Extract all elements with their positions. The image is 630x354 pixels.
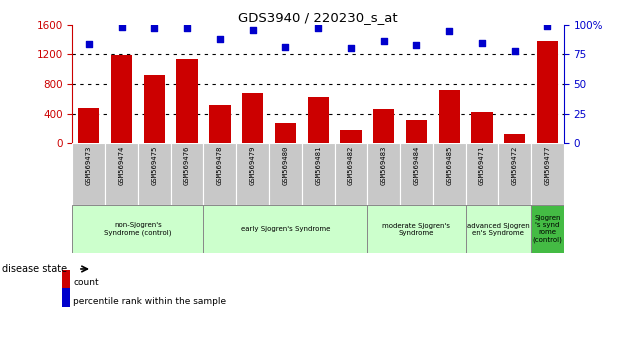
Point [182, 25, 192, 31]
Text: GSM569473: GSM569473 [86, 145, 92, 184]
Bar [138, 143, 171, 205]
Bar [537, 41, 558, 143]
Point [411, 42, 421, 48]
Bar [62, 269, 70, 288]
Bar [367, 205, 466, 253]
Bar [400, 143, 433, 205]
Bar [302, 143, 335, 205]
Bar [209, 105, 231, 143]
Bar [406, 120, 427, 143]
Bar [471, 112, 493, 143]
Text: GSM569472: GSM569472 [512, 145, 518, 184]
Bar [72, 205, 203, 253]
Text: early Sjogren's Syndrome: early Sjogren's Syndrome [241, 226, 330, 232]
Point [280, 45, 290, 50]
Bar [269, 143, 302, 205]
Point [313, 25, 323, 31]
Bar [531, 205, 564, 253]
Bar [171, 143, 203, 205]
Text: count: count [73, 278, 99, 287]
Bar [105, 143, 138, 205]
Bar [498, 143, 531, 205]
Point [346, 46, 356, 51]
Point [542, 23, 553, 29]
Bar [236, 143, 269, 205]
Bar [72, 143, 105, 205]
Bar [466, 143, 498, 205]
Point [379, 39, 389, 44]
Bar [111, 55, 132, 143]
Bar [438, 90, 460, 143]
Text: GSM569475: GSM569475 [151, 145, 158, 184]
Text: GSM569471: GSM569471 [479, 145, 485, 184]
Bar [373, 109, 394, 143]
Text: GSM569474: GSM569474 [118, 145, 125, 184]
Text: GSM569483: GSM569483 [381, 145, 387, 184]
Text: GSM569481: GSM569481 [315, 145, 321, 184]
Text: GSM569477: GSM569477 [544, 145, 551, 184]
Bar [242, 93, 263, 143]
Bar [203, 143, 236, 205]
Text: GSM569482: GSM569482 [348, 145, 354, 184]
Text: moderate Sjogren's
Syndrome: moderate Sjogren's Syndrome [382, 223, 450, 236]
Point [248, 27, 258, 32]
Text: non-Sjogren's
Syndrome (control): non-Sjogren's Syndrome (control) [104, 222, 172, 236]
Text: Sjogren
's synd
rome
(control): Sjogren 's synd rome (control) [532, 216, 563, 243]
Point [117, 24, 127, 30]
Point [444, 28, 454, 34]
Text: percentile rank within the sample: percentile rank within the sample [73, 297, 226, 306]
Text: GSM569485: GSM569485 [446, 145, 452, 184]
Text: disease state: disease state [2, 264, 67, 274]
Bar [433, 143, 466, 205]
Bar [340, 130, 362, 143]
Bar [335, 143, 367, 205]
Text: advanced Sjogren
en's Syndrome: advanced Sjogren en's Syndrome [467, 223, 530, 236]
Bar [307, 97, 329, 143]
Bar [176, 59, 198, 143]
Title: GDS3940 / 220230_s_at: GDS3940 / 220230_s_at [238, 11, 398, 24]
Point [477, 40, 487, 45]
Bar [203, 205, 367, 253]
Bar [367, 143, 400, 205]
Point [84, 41, 94, 47]
Point [510, 48, 520, 54]
Text: GSM569480: GSM569480 [282, 145, 289, 184]
Text: GSM569484: GSM569484 [413, 145, 420, 184]
Text: GSM569476: GSM569476 [184, 145, 190, 184]
Point [149, 25, 159, 31]
Bar [531, 143, 564, 205]
Point [215, 36, 225, 42]
Bar [504, 134, 525, 143]
Text: GSM569478: GSM569478 [217, 145, 223, 184]
Text: GSM569479: GSM569479 [249, 145, 256, 184]
Bar [78, 108, 100, 143]
Bar [466, 205, 531, 253]
Bar [144, 75, 165, 143]
Bar [62, 288, 70, 307]
Bar [275, 123, 296, 143]
